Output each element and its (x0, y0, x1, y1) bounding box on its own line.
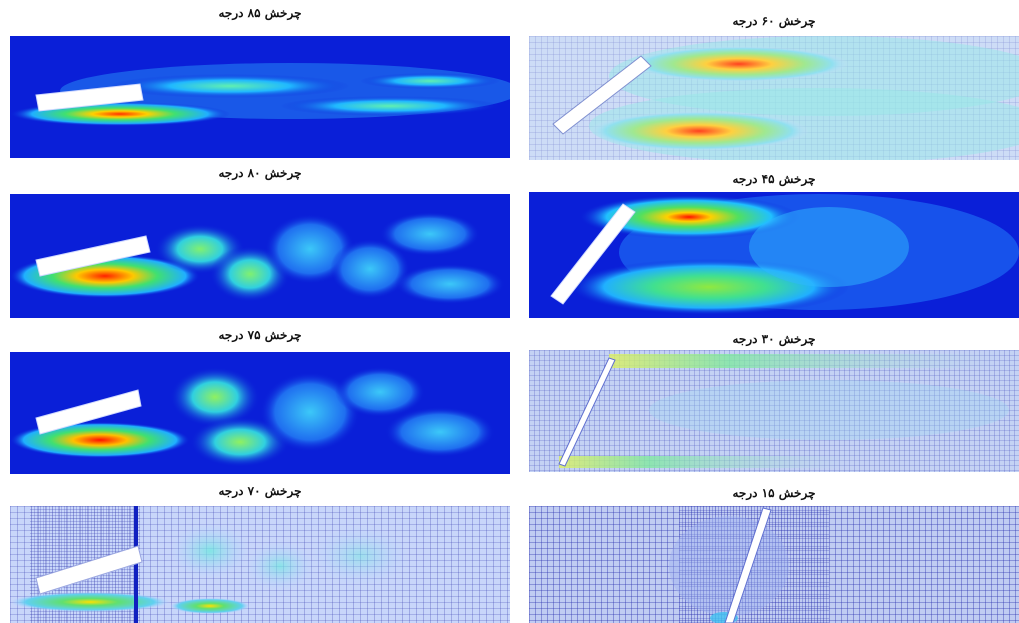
panel-caption: چرخش ۷۵ درجه (218, 328, 302, 342)
panel-70: چرخش ۷۰ درجه (10, 476, 510, 623)
panel-caption: چرخش ۳۰ درجه (732, 332, 816, 346)
panel-caption: چرخش ۱۵ درجه (732, 486, 816, 500)
panel-caption: چرخش ۴۵ درجه (732, 172, 816, 186)
plate (35, 389, 142, 435)
plate (550, 203, 636, 305)
plate (552, 55, 652, 135)
contour-plot-85 (10, 36, 510, 158)
contour-plot-15 (529, 506, 1019, 623)
panel-80: چرخش ۸۰ درجه (10, 162, 510, 320)
contour-plot-80 (10, 194, 510, 318)
contour-plot-45 (529, 192, 1019, 318)
contour-plot-75 (10, 352, 510, 474)
panel-caption: چرخش ۸۵ درجه (218, 6, 302, 20)
panel-60: چرخش ۶۰ درجه (529, 0, 1019, 160)
panel-45: چرخش ۴۵ درجه (529, 162, 1019, 320)
contour-plot-70 (10, 506, 510, 623)
contour-plot-60 (529, 36, 1019, 160)
plate (35, 545, 143, 595)
panel-caption: چرخش ۸۰ درجه (218, 166, 302, 180)
panel-caption: چرخش ۷۰ درجه (218, 484, 302, 498)
panel-15: چرخش ۱۵ درجه (529, 476, 1019, 623)
panel-caption: چرخش ۶۰ درجه (732, 14, 816, 28)
plate (558, 357, 616, 467)
plate (35, 235, 151, 277)
contour-plot-30 (529, 350, 1019, 472)
panel-75: چرخش ۷۵ درجه (10, 320, 510, 476)
panel-85: چرخش ۸۵ درجه (10, 0, 510, 160)
plate (35, 83, 144, 112)
panel-30: چرخش ۳۰ درجه (529, 320, 1019, 476)
plate (724, 507, 772, 623)
